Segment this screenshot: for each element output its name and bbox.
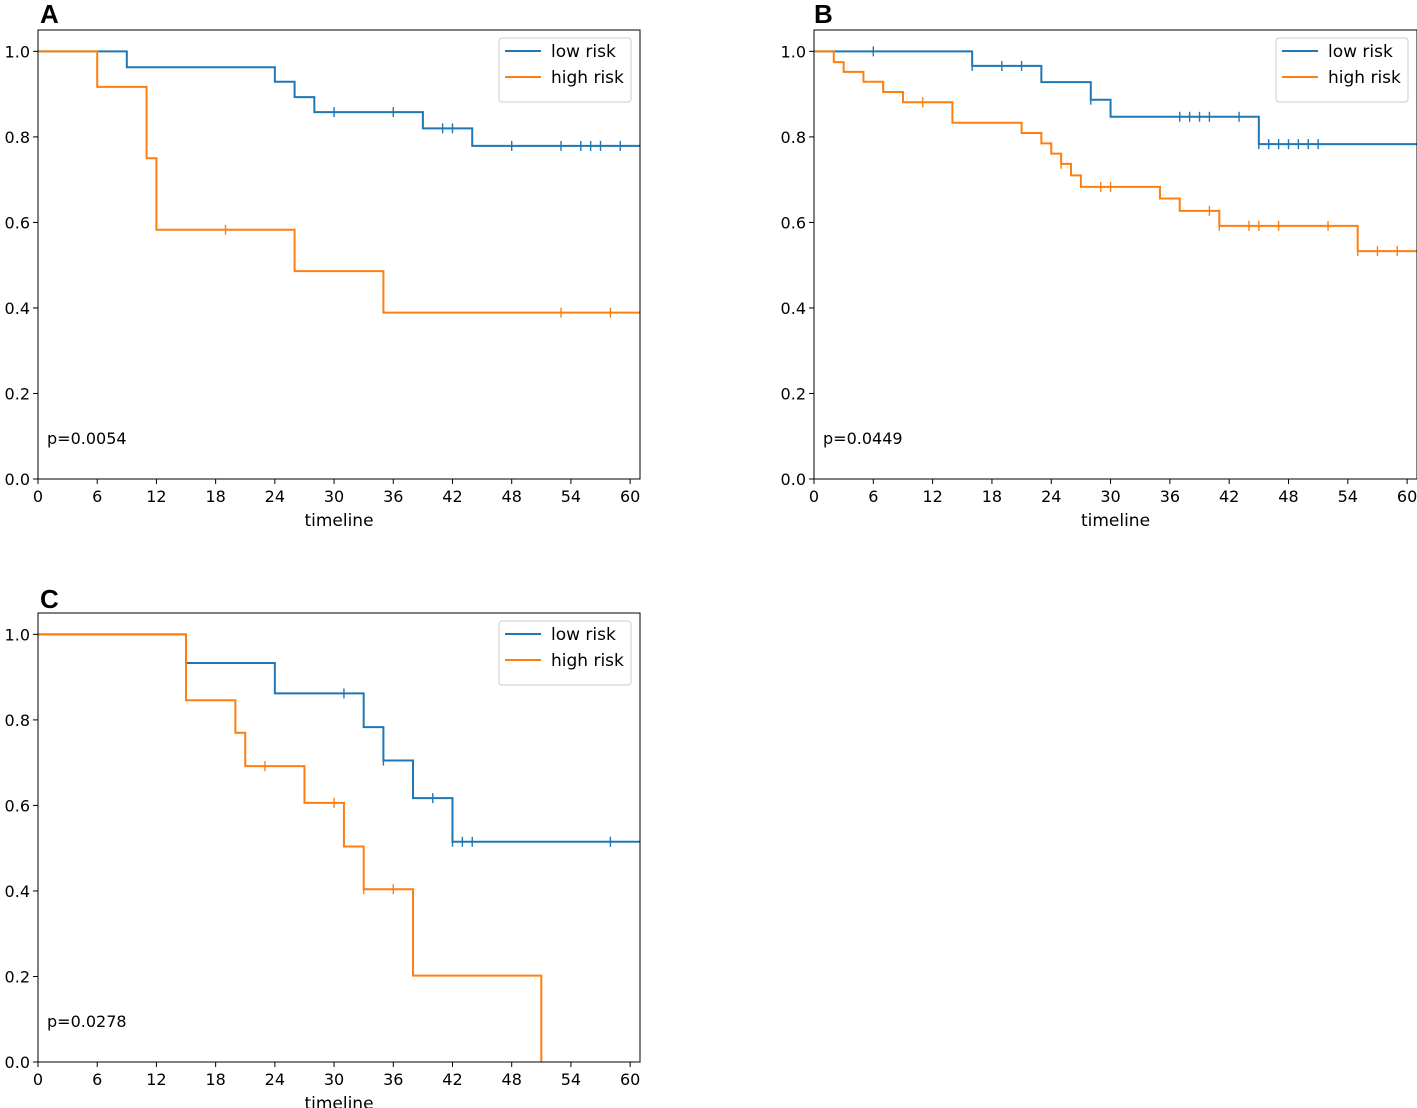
legend-entry: high risk <box>551 68 624 88</box>
legend-entry: high risk <box>1328 68 1401 88</box>
x-tick-label: 36 <box>1160 487 1180 506</box>
x-tick-label: 12 <box>922 487 942 506</box>
plot-frame <box>37 29 641 480</box>
legend: low risk high risk <box>498 620 632 686</box>
x-tick-label: 18 <box>205 487 225 506</box>
p-value: p=0.0278 <box>47 1012 127 1031</box>
km-panel-b: B 0 6 12 18 24 30 36 42 48 54 60 0.0 0.2 0.4 0.6 0.8 1.0 t… <box>781 0 1417 531</box>
series-low-risk <box>38 633 640 847</box>
panel-label: A <box>40 0 59 29</box>
x-tick-label: 42 <box>442 487 462 506</box>
x-tick-label: 18 <box>982 487 1002 506</box>
x-tick-label: 6 <box>868 487 878 506</box>
panel-label: B <box>814 0 833 29</box>
km-panel-c: C 0 6 12 18 24 30 36 42 48 54 60 0.0 0.2 0.4 0.6 0.8 1.0 t… <box>5 584 641 1108</box>
legend-entry: low risk <box>551 42 616 62</box>
x-tick-label: 48 <box>502 1070 522 1089</box>
legend-entry: low risk <box>1328 42 1393 62</box>
x-tick-label: 48 <box>502 487 522 506</box>
survival-step-line <box>38 633 640 843</box>
x-tick-label: 0 <box>809 487 819 506</box>
y-tick-label: 0.4 <box>781 299 806 318</box>
legend-box <box>498 37 632 103</box>
x-tick-label: 48 <box>1278 487 1298 506</box>
y-tick-label: 1.0 <box>781 42 806 61</box>
y-tick-label: 0.8 <box>5 711 30 730</box>
y-tick-label: 0.4 <box>5 882 30 901</box>
x-tick-label: 30 <box>1100 487 1120 506</box>
survival-step-line <box>38 50 640 147</box>
x-tick-label: 60 <box>620 487 640 506</box>
y-tick-label: 1.0 <box>5 625 30 644</box>
x-tick-label: 6 <box>92 487 102 506</box>
y-tick-label: 0.0 <box>5 470 30 489</box>
x-tick-label: 24 <box>265 487 285 506</box>
x-tick-label: 60 <box>620 1070 640 1089</box>
y-tick-label: 0.0 <box>5 1053 30 1072</box>
y-tick-label: 0.8 <box>781 128 806 147</box>
y-tick-label: 0.2 <box>5 384 30 403</box>
x-tick-label: 0 <box>33 1070 43 1089</box>
x-tick-label: 18 <box>205 1070 225 1089</box>
series-high-risk <box>38 633 543 1062</box>
y-tick-label: 0.8 <box>5 128 30 147</box>
legend: low risk high risk <box>498 37 632 103</box>
panel-label: C <box>40 584 59 614</box>
x-tick-label: 24 <box>265 1070 285 1089</box>
y-tick-label: 0.4 <box>5 299 30 318</box>
x-axis-title: timeline <box>304 511 373 531</box>
p-value: p=0.0054 <box>47 429 127 448</box>
legend-box <box>498 620 632 686</box>
series-low-risk <box>38 50 640 151</box>
y-tick-label: 1.0 <box>5 42 30 61</box>
series-high-risk <box>814 50 1417 257</box>
x-axis-title: timeline <box>304 1094 373 1108</box>
y-tick-label: 0.2 <box>5 967 30 986</box>
y-tick-label: 0.6 <box>781 213 806 232</box>
survival-step-line <box>38 50 640 314</box>
legend-entry: low risk <box>551 625 616 645</box>
series-low-risk <box>814 46 1417 150</box>
x-tick-label: 30 <box>324 487 344 506</box>
y-tick-label: 0.6 <box>5 213 30 232</box>
x-tick-label: 42 <box>1219 487 1239 506</box>
x-tick-label: 54 <box>561 1070 581 1089</box>
x-tick-label: 0 <box>33 487 43 506</box>
km-panel-a: A 0 6 12 18 24 30 36 42 48 54 60 0.0 0.2 0.4 0.6 0.8 1.0 t… <box>5 0 641 531</box>
y-tick-label: 0.6 <box>5 796 30 815</box>
x-tick-label: 60 <box>1397 487 1417 506</box>
plot-frame <box>37 612 641 1063</box>
x-tick-label: 54 <box>1338 487 1358 506</box>
legend: low risk high risk <box>1275 37 1409 103</box>
x-axis-title: timeline <box>1081 511 1150 531</box>
p-value: p=0.0449 <box>823 429 903 448</box>
survival-step-line <box>38 633 543 1062</box>
x-tick-label: 24 <box>1041 487 1061 506</box>
series-high-risk <box>38 50 640 318</box>
x-tick-label: 12 <box>146 487 166 506</box>
y-tick-label: 0.2 <box>781 384 806 403</box>
x-tick-label: 12 <box>146 1070 166 1089</box>
survival-step-line <box>814 50 1417 253</box>
legend-entry: high risk <box>551 651 624 671</box>
x-tick-label: 54 <box>561 487 581 506</box>
y-tick-label: 0.0 <box>781 470 806 489</box>
x-tick-label: 30 <box>324 1070 344 1089</box>
x-tick-label: 42 <box>442 1070 462 1089</box>
plot-frame <box>813 29 1417 480</box>
legend-box <box>1275 37 1409 103</box>
x-tick-label: 36 <box>383 1070 403 1089</box>
x-tick-label: 36 <box>383 487 403 506</box>
x-tick-label: 6 <box>92 1070 102 1089</box>
